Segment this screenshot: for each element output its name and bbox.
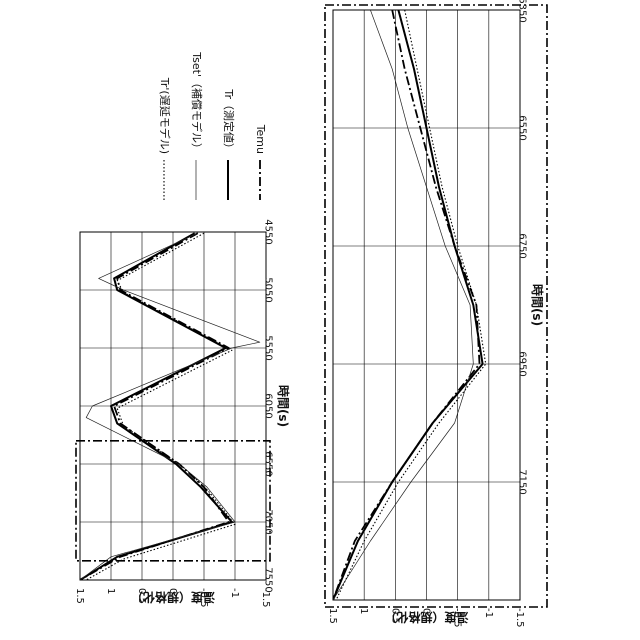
top-chart-x-tick-label: 6550 bbox=[263, 451, 274, 476]
bottom-chart-x-tick-label: 6350 bbox=[517, 0, 528, 23]
top-chart-series-1-line bbox=[80, 233, 232, 580]
bottom-chart-y-tick-label: -1 bbox=[483, 608, 494, 618]
top-chart-x-tick-label: 5050 bbox=[263, 277, 274, 302]
top-chart-y-tick-label: 1 bbox=[105, 588, 116, 594]
top-chart-panel: 45505050555060506550705075501.510.50-0.5… bbox=[74, 219, 291, 607]
bottom-chart-panel: 635065506750695071501.510.50-0.5-1-1.5時間… bbox=[325, 0, 547, 628]
top-chart-y-tick-label: -1.5 bbox=[260, 588, 271, 608]
top-chart-series-0-line bbox=[80, 233, 229, 580]
top-chart-x-tick-label: 5550 bbox=[263, 335, 274, 360]
bottom-chart-x-tick-label: 6550 bbox=[517, 115, 528, 140]
bottom-chart-y-tick-label: 1 bbox=[358, 608, 369, 614]
top-chart-x-tick-label: 7050 bbox=[263, 509, 274, 534]
bottom-chart-y-axis-label: 温度（規格化） bbox=[384, 610, 468, 625]
bottom-chart-series-3-line bbox=[336, 10, 486, 600]
bottom-chart-x-tick-label: 6950 bbox=[517, 351, 528, 376]
top-chart-x-axis-label: 時間(s) bbox=[276, 385, 291, 427]
legend-label-0: Temu bbox=[254, 124, 267, 154]
legend-label-3: Tr'(遅延モデル) bbox=[158, 77, 172, 154]
bottom-chart-x-tick-label: 7150 bbox=[517, 469, 528, 494]
top-chart-series-2-line bbox=[80, 233, 260, 580]
legend-label-2: Tset'（補償モデル） bbox=[190, 51, 204, 154]
bottom-panel-outer-frame bbox=[325, 5, 547, 607]
bottom-chart-y-tick-label: -1.5 bbox=[514, 608, 525, 628]
legend-label-1: Tr（測定値） bbox=[222, 88, 236, 154]
bottom-chart-x-axis-label: 時間(s) bbox=[530, 284, 545, 326]
bottom-chart-series-1-line bbox=[333, 10, 483, 600]
legend: Temu Tr（測定値） Tset'（補償モデル） Tr'(遅延モデル) bbox=[158, 51, 267, 200]
top-chart-x-tick-label: 4550 bbox=[263, 219, 274, 244]
top-chart-y-tick-label: 1.5 bbox=[74, 588, 85, 604]
bottom-chart-x-tick-label: 6750 bbox=[517, 233, 528, 258]
top-chart-y-tick-label: -1 bbox=[229, 588, 240, 598]
bottom-chart-y-tick-label: 1.5 bbox=[327, 608, 338, 624]
top-chart-y-axis-label: 温度（規格化） bbox=[131, 590, 215, 605]
top-chart-x-tick-label: 6050 bbox=[263, 393, 274, 418]
bottom-chart-series-2-line bbox=[333, 10, 473, 600]
